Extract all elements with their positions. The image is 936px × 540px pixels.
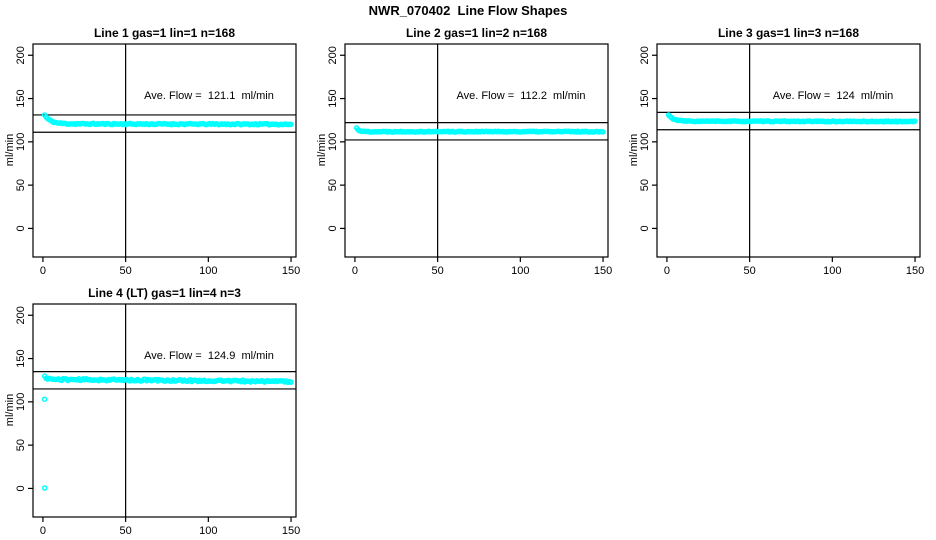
subplot-3-reference-lines [657,44,920,257]
subplot-1-y-axis-label: ml/min [4,133,16,167]
svg-text:100: 100 [199,525,217,537]
subplot-2-title: Line 2 gas=1 lin=2 n=168 [405,26,548,40]
svg-text:200: 200 [15,306,27,324]
subplot-3-y-axis-label: ml/min [628,133,640,167]
subplot-2-box [344,43,609,258]
svg-text:0: 0 [352,265,358,277]
svg-text:50: 50 [120,525,132,537]
subplot-4-title: Line 4 (LT) gas=1 lin=4 n=3 [88,286,241,300]
subplot-4-axes: 0 50 100 150 0 50 100 150 200 [15,306,300,537]
svg-text:200: 200 [639,46,651,64]
subplot-2-points [353,125,606,135]
subplot-4-y-axis-label: ml/min [4,393,16,427]
svg-text:200: 200 [327,46,339,64]
svg-text:150: 150 [15,349,27,367]
svg-text:0: 0 [15,225,27,231]
svg-text:150: 150 [282,525,300,537]
svg-text:100: 100 [511,265,529,277]
subplot-4-points [41,373,294,491]
svg-text:150: 150 [327,89,339,107]
subplot-3-title: Line 3 gas=1 lin=3 n=168 [717,26,860,40]
svg-text:100: 100 [199,265,217,277]
svg-text:50: 50 [327,179,339,191]
svg-text:0: 0 [664,265,670,277]
svg-text:0: 0 [15,485,27,491]
svg-text:0: 0 [327,225,339,231]
svg-text:0: 0 [40,265,46,277]
subplot-2-axes: 0 50 100 150 0 50 100 150 200 [327,46,612,277]
svg-text:50: 50 [15,439,27,451]
svg-text:150: 150 [15,89,27,107]
subplot-1-plot: 0 50 100 150 0 50 100 150 200 [15,43,300,277]
svg-text:50: 50 [15,179,27,191]
svg-text:50: 50 [744,265,756,277]
svg-text:150: 150 [906,265,924,277]
svg-text:150: 150 [639,89,651,107]
svg-text:0: 0 [639,225,651,231]
svg-text:150: 150 [282,265,300,277]
svg-text:100: 100 [327,133,339,151]
svg-text:100: 100 [823,265,841,277]
svg-text:100: 100 [15,133,27,151]
subplot-2-ave-flow-annotation: Ave. Flow = 112.2 ml/min [456,90,586,102]
subplot-1-reference-lines [33,44,296,257]
subplot-2-plot: 0 50 100 150 0 50 100 150 200 [327,43,612,277]
subplot-3-box [656,43,921,258]
subplot-3-axes: 0 50 100 150 0 50 100 150 200 [639,46,924,277]
svg-text:50: 50 [639,179,651,191]
main-title: NWR_070402 Line Flow Shapes [368,3,568,18]
svg-text:0: 0 [40,525,46,537]
subplot-2-reference-lines [345,44,608,257]
subplot-4-ave-flow-annotation: Ave. Flow = 124.9 ml/min [144,350,274,362]
subplot-4-plot: 0 50 100 150 0 50 100 150 200 [15,303,300,537]
svg-text:50: 50 [432,265,444,277]
subplot-3-ave-flow-annotation: Ave. Flow = 124 ml/min [772,90,894,102]
subplot-2-y-axis-label: ml/min [316,133,328,167]
subplot-1-axes: 0 50 100 150 0 50 100 150 200 [15,46,300,277]
svg-text:50: 50 [120,265,132,277]
subplot-1-box [32,43,297,258]
svg-text:200: 200 [15,46,27,64]
subplot-4-box [32,303,297,518]
subplot-1-title: Line 1 gas=1 lin=1 n=168 [93,26,236,40]
subplot-1-ave-flow-annotation: Ave. Flow = 121.1 ml/min [144,90,274,102]
svg-text:100: 100 [639,133,651,151]
subplot-3-plot: 0 50 100 150 0 50 100 150 200 [639,43,924,277]
svg-text:100: 100 [15,393,27,411]
subplot-1-points [41,112,294,128]
subplot-4-reference-lines [33,304,296,517]
subplot-3-points [665,112,918,125]
svg-text:150: 150 [594,265,612,277]
